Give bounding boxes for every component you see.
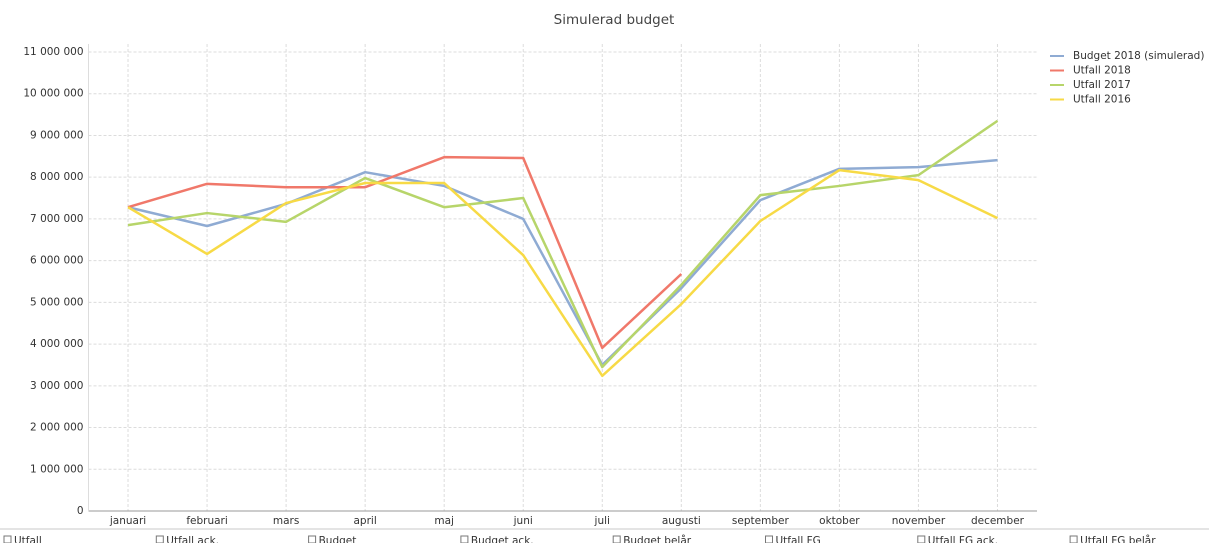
chart-title: Simulerad budget	[554, 12, 675, 28]
checkbox[interactable]	[765, 535, 773, 543]
x-tick-label: maj	[434, 515, 454, 527]
checkbox-label[interactable]: Budget ack.	[471, 535, 534, 543]
checkbox[interactable]	[308, 535, 317, 543]
legend-label: Utfall 2018	[1073, 65, 1131, 77]
checkbox-label[interactable]: Budget	[319, 535, 357, 543]
y-tick-label: 3 000 000	[30, 380, 83, 392]
checkbox-label[interactable]: Utfall	[14, 535, 42, 543]
x-tick-label: februari	[186, 515, 227, 527]
legend-label: Budget 2018 (simulerad)	[1073, 50, 1204, 62]
y-tick-label: 2 000 000	[30, 422, 83, 434]
checkbox[interactable]	[3, 535, 12, 543]
series-line	[127, 168, 999, 378]
y-tick-label: 6 000 000	[30, 255, 83, 267]
y-tick-label: 10 000 000	[23, 88, 83, 100]
x-tick-label: juli	[594, 515, 610, 527]
checkbox[interactable]	[917, 535, 926, 543]
y-tick-label: 7 000 000	[30, 213, 83, 225]
series-line	[127, 158, 998, 367]
checkbox-label[interactable]: Utfall ack.	[166, 535, 219, 543]
checkbox-label[interactable]: Budget belår	[623, 534, 692, 543]
checkbox[interactable]	[1069, 535, 1078, 543]
y-tick-label: 8 000 000	[30, 171, 83, 183]
y-tick-label: 1 000 000	[30, 463, 83, 475]
x-tick-label: mars	[273, 515, 299, 527]
y-tick-label: 11 000 000	[23, 46, 83, 58]
y-tick-label: 4 000 000	[30, 338, 83, 350]
x-tick-label: januari	[109, 515, 146, 527]
checkbox-label[interactable]: Utfall FG belår	[1080, 534, 1156, 543]
checkbox[interactable]	[460, 535, 469, 543]
x-tick-label: oktober	[819, 515, 860, 527]
x-tick-label: september	[732, 515, 790, 527]
checkbox-label[interactable]: Utfall FG	[776, 535, 821, 543]
y-tick-label: 9 000 000	[30, 129, 83, 141]
checkbox[interactable]	[612, 535, 621, 543]
x-tick-label: november	[892, 515, 946, 527]
series-line	[127, 119, 999, 369]
series-line	[127, 155, 683, 350]
x-tick-label: december	[971, 515, 1025, 527]
checkbox-label[interactable]: Utfall FG ack.	[928, 535, 998, 543]
x-tick-label: augusti	[662, 515, 701, 527]
legend-label: Utfall 2017	[1073, 79, 1131, 91]
y-tick-label: 0	[77, 505, 84, 517]
x-tick-label: juni	[513, 515, 533, 527]
legend-label: Utfall 2016	[1073, 94, 1131, 106]
checkbox[interactable]	[155, 535, 164, 543]
x-tick-label: april	[354, 515, 377, 527]
y-tick-label: 5 000 000	[30, 296, 83, 308]
